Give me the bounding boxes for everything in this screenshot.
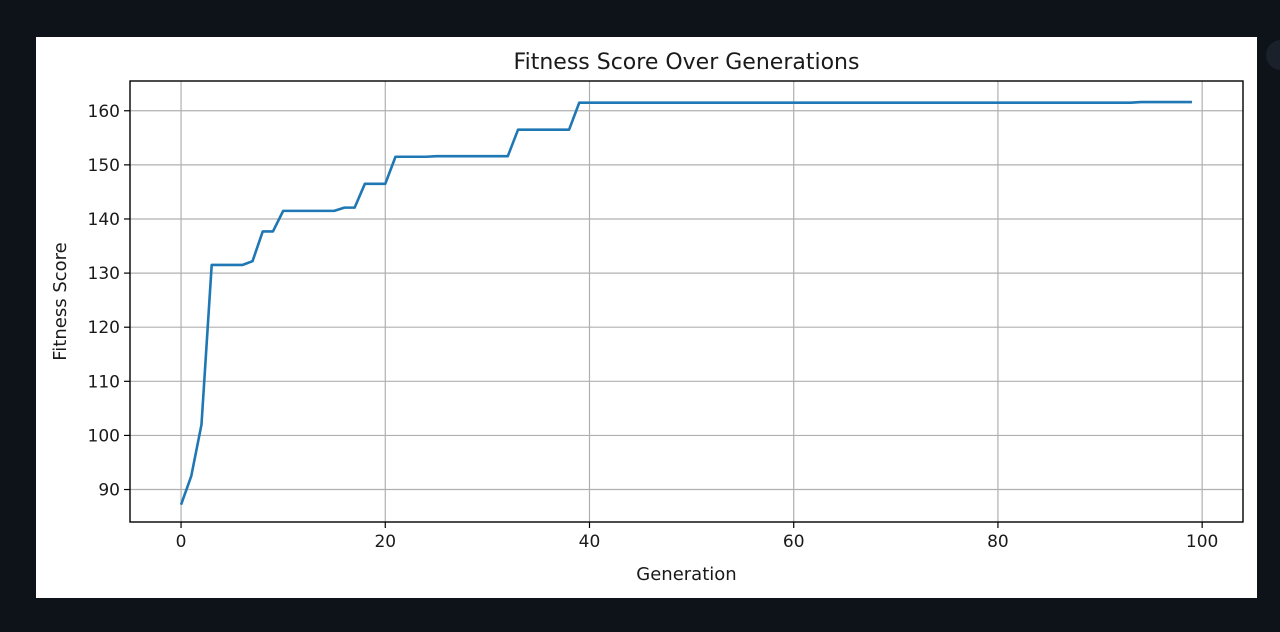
x-tick-label: 80 bbox=[987, 532, 1009, 552]
y-tick-label: 130 bbox=[88, 264, 120, 284]
axis-ticks: 0 20 40 60 80 100 90 100 110 120 130 140 150 160 bbox=[88, 102, 1219, 552]
corner-toggle-button[interactable] bbox=[1266, 40, 1280, 70]
line-chart: 0 20 40 60 80 100 90 100 110 120 130 140 150 160 Fitn… bbox=[50, 50, 1244, 585]
x-tick-label: 100 bbox=[1186, 532, 1218, 552]
x-axis-label: Generation bbox=[636, 564, 736, 585]
y-tick-label: 110 bbox=[88, 372, 120, 392]
y-tick-label: 160 bbox=[88, 102, 120, 122]
y-tick-label: 100 bbox=[88, 426, 120, 446]
chart-title: Fitness Score Over Generations bbox=[514, 50, 860, 75]
y-tick-label: 90 bbox=[98, 481, 120, 501]
x-tick-label: 60 bbox=[783, 532, 805, 552]
y-axis-label: Fitness Score bbox=[50, 242, 71, 360]
fitness-series-line bbox=[179, 100, 1192, 506]
x-tick-label: 40 bbox=[579, 532, 601, 552]
grid-lines bbox=[130, 81, 1243, 522]
x-tick-label: 0 bbox=[176, 532, 187, 552]
series-lines bbox=[179, 100, 1192, 506]
x-tick-label: 20 bbox=[374, 532, 396, 552]
y-tick-label: 140 bbox=[88, 210, 120, 230]
plot-frame bbox=[129, 80, 1244, 523]
y-tick-label: 150 bbox=[88, 156, 120, 176]
y-tick-label: 120 bbox=[88, 318, 120, 338]
chart-panel: 0 20 40 60 80 100 90 100 110 120 130 140 150 160 Fitn… bbox=[36, 37, 1257, 598]
